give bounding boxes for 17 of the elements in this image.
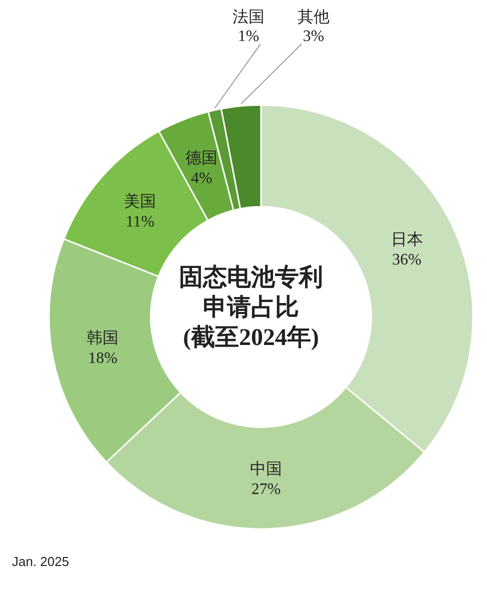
text: (截至2024年) (183, 324, 319, 351)
data-label: 4% (191, 170, 212, 188)
slice-label: 德国 (186, 150, 218, 168)
slice-label: 法国 (232, 8, 264, 26)
data-label: 3% (302, 28, 324, 45)
data-label: 18% (88, 350, 118, 368)
data-label: 1% (238, 28, 260, 45)
slice-label: 其他 (298, 8, 330, 26)
text: 固态电池专利申请占比 (179, 264, 323, 321)
slice-label: 美国 (124, 192, 156, 210)
data-label: 27% (251, 481, 281, 498)
slice-label: 中国 (250, 460, 282, 478)
text: Jan. 2025 (12, 554, 70, 569)
slice-label: 韩国 (86, 329, 119, 348)
data-label: 36% (392, 251, 422, 268)
slice-label: 日本 (390, 230, 423, 248)
data-label: 11% (126, 213, 155, 230)
